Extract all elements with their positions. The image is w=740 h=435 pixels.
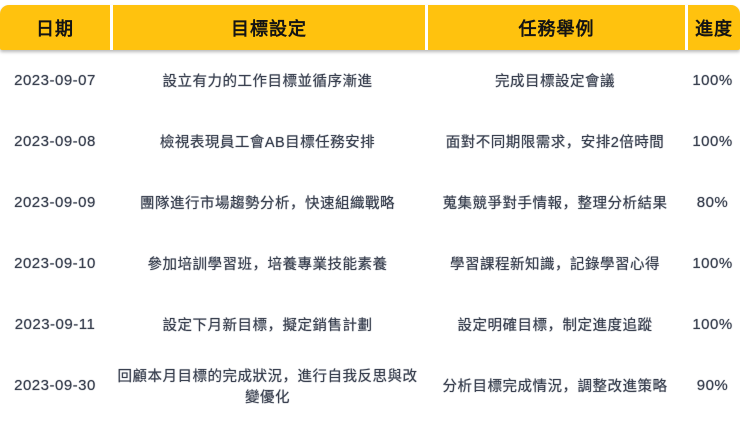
header-progress: 進度 bbox=[685, 5, 740, 50]
cell-goal: 參加培訓學習班，培養專業技能素養 bbox=[147, 257, 388, 273]
cell-task: 分析目標完成情況，調整改進策略 bbox=[442, 379, 668, 395]
cell-progress: 90% bbox=[696, 377, 729, 394]
table-row: 2023-09-09 團隊進行市場趨勢分析，快速組織戰略 蒐集競爭對手情報，整理… bbox=[0, 172, 740, 233]
goal-table: 日期 目標設定 任務舉例 進度 2023-09-07 設立有力的工作目標並循序漸… bbox=[0, 5, 740, 416]
header-task: 任務舉例 bbox=[425, 5, 685, 50]
cell-date: 2023-09-08 bbox=[14, 133, 96, 150]
cell-goal: 團隊進行市場趨勢分析，快速組織戰略 bbox=[140, 196, 395, 212]
cell-date: 2023-09-11 bbox=[14, 316, 96, 333]
table-row: 2023-09-11 設定下月新目標，擬定銷售計劃 設定明確目標，制定進度追蹤 … bbox=[0, 294, 740, 355]
table-row: 2023-09-07 設立有力的工作目標並循序漸進 完成目標設定會議 100% bbox=[0, 50, 740, 111]
cell-task: 完成目標設定會議 bbox=[495, 74, 615, 90]
table-header-row: 日期 目標設定 任務舉例 進度 bbox=[0, 5, 740, 50]
cell-goal: 檢視表現員工會AB目標任務安排 bbox=[159, 135, 376, 151]
cell-goal: 設定下月新目標，擬定銷售計劃 bbox=[162, 318, 373, 334]
cell-progress: 100% bbox=[692, 133, 733, 150]
table-row: 2023-09-10 參加培訓學習班，培養專業技能素養 學習課程新知識，記錄學習… bbox=[0, 233, 740, 294]
header-date: 日期 bbox=[36, 18, 74, 39]
cell-goal: 設立有力的工作目標並循序漸進 bbox=[162, 74, 373, 90]
cell-date: 2023-09-30 bbox=[14, 377, 96, 394]
cell-date: 2023-09-10 bbox=[14, 255, 96, 272]
cell-task: 設定明確目標，制定進度追蹤 bbox=[457, 318, 653, 334]
cell-date: 2023-09-07 bbox=[14, 72, 96, 89]
cell-task: 學習課程新知識，記錄學習心得 bbox=[450, 257, 660, 273]
cell-task: 面對不同期限需求，安排2倍時間 bbox=[445, 135, 665, 151]
cell-date: 2023-09-09 bbox=[14, 194, 96, 211]
cell-progress: 100% bbox=[692, 255, 733, 272]
cell-goal: 回顧本月目標的完成狀況，進行自我反思與改變優化 bbox=[117, 368, 418, 406]
cell-task: 蒐集競爭對手情報，整理分析結果 bbox=[442, 196, 668, 212]
cell-progress: 100% bbox=[692, 72, 733, 89]
table-row: 2023-09-08 檢視表現員工會AB目標任務安排 面對不同期限需求，安排2倍… bbox=[0, 111, 740, 172]
cell-progress: 100% bbox=[692, 316, 733, 333]
table-row: 2023-09-30 回顧本月目標的完成狀況，進行自我反思與改變優化 分析目標完… bbox=[0, 355, 740, 416]
header-goal: 目標設定 bbox=[110, 5, 425, 50]
cell-progress: 80% bbox=[696, 194, 729, 211]
